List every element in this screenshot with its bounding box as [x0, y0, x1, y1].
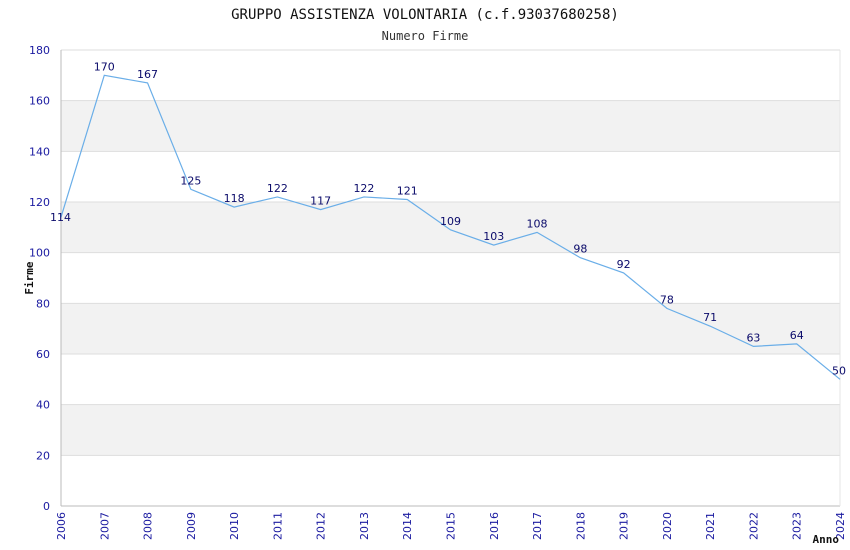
- x-tick-label: 2013: [358, 512, 371, 540]
- x-tick-label: 2011: [271, 512, 284, 540]
- x-tick-label: 2022: [747, 512, 760, 540]
- y-tick-label: 80: [36, 297, 50, 310]
- y-tick-label: 100: [29, 247, 50, 260]
- data-label: 117: [310, 195, 331, 208]
- y-tick-label: 60: [36, 348, 50, 361]
- x-tick-label: 2015: [445, 512, 458, 540]
- x-tick-label: 2009: [185, 512, 198, 540]
- y-tick-label: 120: [29, 196, 50, 209]
- data-label: 103: [483, 230, 504, 243]
- data-label: 109: [440, 215, 461, 228]
- data-label: 92: [617, 258, 631, 271]
- y-tick-label: 180: [29, 44, 50, 57]
- x-tick-label: 2006: [55, 512, 68, 540]
- data-label: 63: [746, 331, 760, 344]
- data-label: 125: [180, 174, 201, 187]
- series-group: [60, 74, 841, 380]
- series-line: [60, 74, 841, 380]
- grid-band: [61, 303, 840, 354]
- y-tick-label: 20: [36, 449, 50, 462]
- data-label: 64: [790, 329, 804, 342]
- data-label: 78: [660, 293, 674, 306]
- data-label: 170: [94, 60, 115, 73]
- data-label: 114: [50, 211, 71, 224]
- y-tick-label: 160: [29, 95, 50, 108]
- x-tick-label: 2014: [401, 512, 414, 540]
- chart-subtitle: Numero Firme: [382, 29, 469, 43]
- axes: [60, 50, 841, 507]
- data-labels: 114 170 167 125 118 122 117 122 121 109 103 108 98 92…: [50, 60, 846, 377]
- grid-bands: [61, 100, 840, 456]
- x-tick-label: 2019: [618, 512, 631, 540]
- x-tick-label: 2016: [488, 512, 501, 540]
- y-axis-title: Firme: [23, 261, 36, 294]
- y-axis-ticks: 0 20 40 60 80 100 120 140 160 180: [29, 44, 50, 513]
- grid-lines: [61, 49, 840, 507]
- x-tick-label: 2017: [531, 512, 544, 540]
- x-tick-label: 2007: [98, 512, 111, 540]
- y-tick-label: 140: [29, 145, 50, 158]
- y-tick-label: 0: [43, 500, 50, 513]
- x-tick-label: 2010: [228, 512, 241, 540]
- data-label: 121: [397, 184, 418, 197]
- data-label: 122: [353, 182, 374, 195]
- data-label: 71: [703, 311, 717, 324]
- x-tick-label: 2018: [574, 512, 587, 540]
- x-tick-label: 2024: [834, 512, 847, 540]
- grid-band: [61, 100, 840, 152]
- data-label: 122: [267, 182, 288, 195]
- data-label: 118: [224, 192, 245, 205]
- x-tick-label: 2008: [142, 512, 155, 540]
- data-label: 108: [527, 217, 548, 230]
- grid-band: [61, 202, 840, 253]
- x-tick-label: 2020: [661, 512, 674, 540]
- grid-band: [61, 404, 840, 456]
- x-tick-label: 2021: [704, 512, 717, 540]
- data-label: 167: [137, 68, 158, 81]
- chart-title: GRUPPO ASSISTENZA VOLONTARIA (c.f.930376…: [231, 7, 619, 23]
- data-label: 98: [573, 243, 587, 256]
- x-tick-label: 2012: [315, 512, 328, 540]
- y-tick-label: 40: [36, 399, 50, 412]
- x-axis-title: Anno: [813, 533, 840, 546]
- x-axis-ticks: 2006 2007 2008 2009 2010 2011 2012 2013 2014 2015…: [55, 512, 847, 540]
- x-tick-label: 2023: [791, 512, 804, 540]
- data-label: 50: [832, 364, 846, 377]
